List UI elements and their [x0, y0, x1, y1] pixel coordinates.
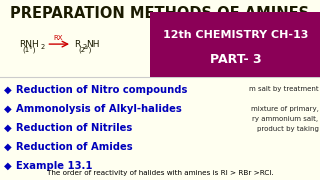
- Text: PART- 3: PART- 3: [210, 53, 262, 66]
- Text: Ammonolysis of Alkyl-halides: Ammonolysis of Alkyl-halides: [16, 104, 182, 114]
- Text: product by taking: product by taking: [257, 126, 318, 132]
- Text: Reduction of Amides: Reduction of Amides: [16, 142, 132, 152]
- Text: ◆: ◆: [4, 123, 12, 133]
- Text: R: R: [74, 40, 81, 49]
- Text: mixture of primary,: mixture of primary,: [251, 106, 318, 112]
- FancyBboxPatch shape: [150, 12, 320, 76]
- Text: (1°): (1°): [22, 47, 36, 54]
- Text: ◆: ◆: [4, 142, 12, 152]
- Text: NH: NH: [86, 40, 99, 49]
- Text: ry ammonium salt,: ry ammonium salt,: [252, 116, 318, 122]
- Text: ◆: ◆: [4, 85, 12, 95]
- Text: m salt by treatment: m salt by treatment: [249, 86, 318, 92]
- Text: 12th CHEMISTRY CH-13: 12th CHEMISTRY CH-13: [163, 30, 309, 40]
- Text: RNH: RNH: [19, 40, 39, 49]
- Text: The order of reactivity of halides with amines is RI > RBr >RCl.: The order of reactivity of halides with …: [47, 170, 273, 176]
- Text: 2: 2: [41, 44, 45, 50]
- Text: 2: 2: [83, 44, 87, 50]
- Text: ◆: ◆: [4, 161, 12, 171]
- Text: Reduction of Nitro compounds: Reduction of Nitro compounds: [16, 85, 188, 95]
- Text: Example 13.1: Example 13.1: [16, 161, 92, 171]
- Text: Reduction of Nitriles: Reduction of Nitriles: [16, 123, 132, 133]
- Text: PREPARATION METHODS OF AMINES: PREPARATION METHODS OF AMINES: [11, 6, 309, 21]
- Text: RX: RX: [54, 35, 63, 40]
- Text: ◆: ◆: [4, 104, 12, 114]
- Text: (2°): (2°): [78, 47, 92, 54]
